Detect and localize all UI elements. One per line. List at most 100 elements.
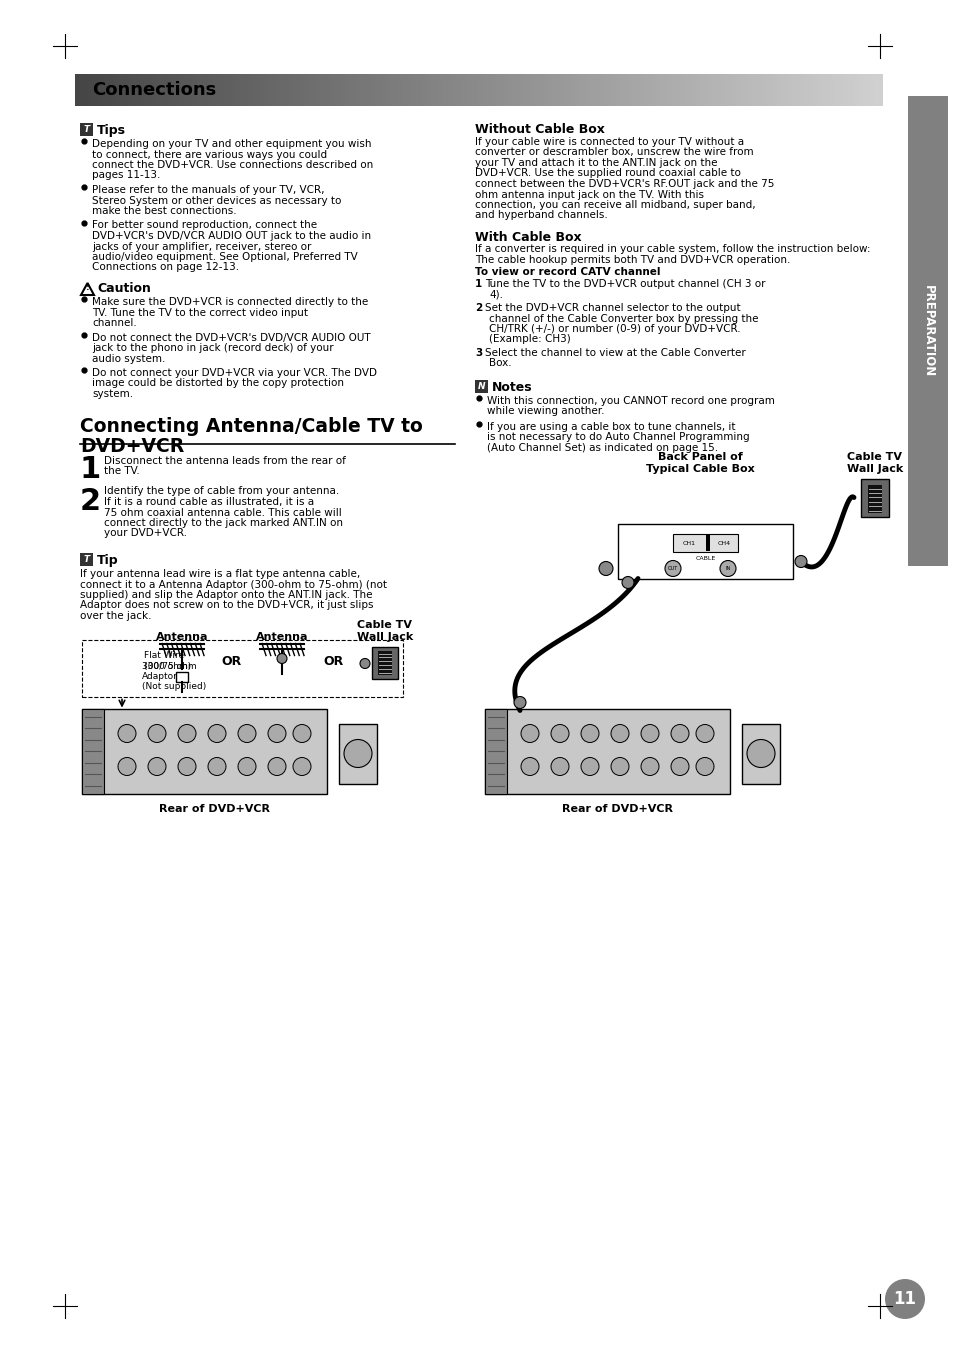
Text: Cable TV
Wall Jack: Cable TV Wall Jack (356, 620, 413, 642)
Circle shape (580, 724, 598, 743)
Bar (484, 708, 506, 793)
Bar (705, 535, 709, 550)
Circle shape (293, 724, 311, 743)
Text: channel.: channel. (91, 317, 136, 328)
Text: To view or record CATV channel: To view or record CATV channel (475, 267, 659, 277)
Bar (316, 74, 322, 105)
Text: 3: 3 (475, 349, 482, 358)
Bar (369, 74, 375, 105)
Bar (907, 96, 947, 566)
Bar (361, 74, 366, 105)
Bar (196, 74, 201, 105)
Bar (144, 74, 149, 105)
Text: jacks of your amplifier, receiver, stereo or: jacks of your amplifier, receiver, stere… (91, 242, 311, 251)
Bar (591, 74, 596, 105)
Text: Disconnect the antenna leads from the rear of: Disconnect the antenna leads from the re… (104, 455, 346, 466)
Bar (603, 74, 608, 105)
Text: CH1: CH1 (682, 540, 696, 546)
Bar (760, 74, 765, 105)
Circle shape (344, 739, 372, 767)
Bar (502, 74, 507, 105)
Bar (99, 74, 104, 105)
Bar (341, 74, 346, 105)
Circle shape (268, 758, 286, 775)
Bar (437, 74, 443, 105)
Bar (676, 74, 680, 105)
Bar (672, 534, 738, 551)
Bar (228, 74, 233, 105)
Text: Box.: Box. (489, 358, 511, 369)
Text: Do not connect the DVD+VCR's DVD/VCR AUDIO OUT: Do not connect the DVD+VCR's DVD/VCR AUD… (91, 332, 370, 343)
Bar (152, 74, 156, 105)
Circle shape (276, 654, 287, 663)
Bar (82, 708, 327, 793)
Text: If you are using a cable box to tune channels, it: If you are using a cable box to tune cha… (486, 422, 735, 432)
Bar (405, 74, 411, 105)
Bar (829, 74, 834, 105)
Circle shape (670, 724, 688, 743)
Bar (285, 74, 290, 105)
Text: Notes: Notes (492, 381, 532, 394)
Text: Without Cable Box: Without Cable Box (475, 123, 604, 136)
Bar (256, 74, 261, 105)
Text: system.: system. (91, 389, 133, 399)
Bar (531, 74, 536, 105)
Bar (353, 74, 358, 105)
Text: N: N (477, 382, 485, 390)
Circle shape (148, 724, 166, 743)
Bar (801, 74, 805, 105)
Circle shape (293, 758, 311, 775)
Circle shape (664, 561, 680, 577)
Bar (837, 74, 841, 105)
Bar (526, 74, 532, 105)
Bar (204, 74, 209, 105)
Bar (627, 74, 632, 105)
Bar (575, 74, 579, 105)
Bar (264, 74, 270, 105)
Bar (667, 74, 673, 105)
Bar (587, 74, 592, 105)
Text: PREPARATION: PREPARATION (921, 285, 934, 377)
Circle shape (514, 697, 525, 708)
Bar (583, 74, 588, 105)
Bar (148, 74, 152, 105)
Bar (95, 74, 100, 105)
Bar (567, 74, 572, 105)
Bar (276, 74, 281, 105)
Bar (80, 123, 92, 136)
Bar (470, 74, 475, 105)
Bar (397, 74, 402, 105)
Text: Set the DVD+VCR channel selector to the output: Set the DVD+VCR channel selector to the … (484, 303, 740, 313)
Text: connect it to a Antenna Adaptor (300-ohm to 75-ohm) (not: connect it to a Antenna Adaptor (300-ohm… (80, 580, 387, 589)
Text: over the jack.: over the jack. (80, 611, 152, 621)
Bar (615, 74, 620, 105)
Text: 1: 1 (80, 455, 101, 485)
Bar (82, 639, 402, 697)
Bar (293, 74, 297, 105)
Bar (296, 74, 302, 105)
Bar (365, 74, 370, 105)
Circle shape (551, 724, 568, 743)
Text: DVD+VCR: DVD+VCR (80, 438, 184, 457)
Bar (394, 74, 398, 105)
Bar (175, 671, 188, 681)
Bar (696, 74, 700, 105)
Bar (752, 74, 757, 105)
Bar (462, 74, 467, 105)
Text: Select the channel to view at the Cable Converter: Select the channel to view at the Cable … (484, 349, 745, 358)
Bar (305, 74, 310, 105)
Circle shape (640, 724, 659, 743)
Bar (611, 74, 616, 105)
Circle shape (178, 724, 195, 743)
Bar (756, 74, 761, 105)
Circle shape (148, 758, 166, 775)
Bar (260, 74, 265, 105)
Bar (631, 74, 637, 105)
Circle shape (208, 758, 226, 775)
Bar (478, 74, 483, 105)
Bar (426, 74, 431, 105)
Bar (233, 74, 237, 105)
Bar (269, 74, 274, 105)
Bar (700, 74, 704, 105)
Text: IN: IN (724, 566, 730, 571)
